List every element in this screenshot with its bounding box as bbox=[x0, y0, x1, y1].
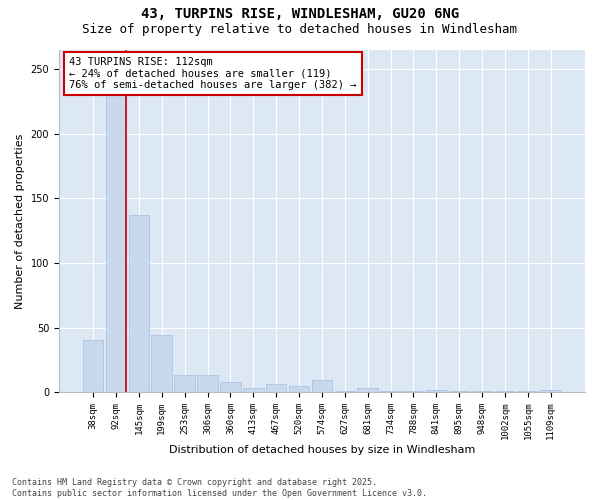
Bar bbox=[335, 391, 355, 392]
Bar bbox=[83, 340, 103, 392]
Bar bbox=[175, 376, 195, 392]
Text: 43, TURPINS RISE, WINDLESHAM, GU20 6NG: 43, TURPINS RISE, WINDLESHAM, GU20 6NG bbox=[141, 8, 459, 22]
Bar bbox=[151, 336, 172, 392]
Bar bbox=[128, 215, 149, 392]
Bar bbox=[358, 388, 378, 392]
Bar bbox=[426, 390, 446, 392]
Bar bbox=[289, 386, 310, 392]
Y-axis label: Number of detached properties: Number of detached properties bbox=[15, 134, 25, 308]
Bar bbox=[449, 391, 470, 392]
Bar bbox=[220, 382, 241, 392]
X-axis label: Distribution of detached houses by size in Windlesham: Distribution of detached houses by size … bbox=[169, 445, 475, 455]
Bar bbox=[106, 95, 126, 392]
Bar bbox=[197, 376, 218, 392]
Bar bbox=[380, 391, 401, 392]
Bar bbox=[541, 390, 561, 392]
Bar bbox=[243, 388, 263, 392]
Bar bbox=[495, 391, 515, 392]
Text: 43 TURPINS RISE: 112sqm
← 24% of detached houses are smaller (119)
76% of semi-d: 43 TURPINS RISE: 112sqm ← 24% of detache… bbox=[70, 57, 357, 90]
Bar bbox=[266, 384, 286, 392]
Bar bbox=[472, 391, 493, 392]
Text: Contains HM Land Registry data © Crown copyright and database right 2025.
Contai: Contains HM Land Registry data © Crown c… bbox=[12, 478, 427, 498]
Bar bbox=[403, 391, 424, 392]
Text: Size of property relative to detached houses in Windlesham: Size of property relative to detached ho… bbox=[83, 22, 517, 36]
Bar bbox=[518, 391, 538, 392]
Bar bbox=[311, 380, 332, 392]
